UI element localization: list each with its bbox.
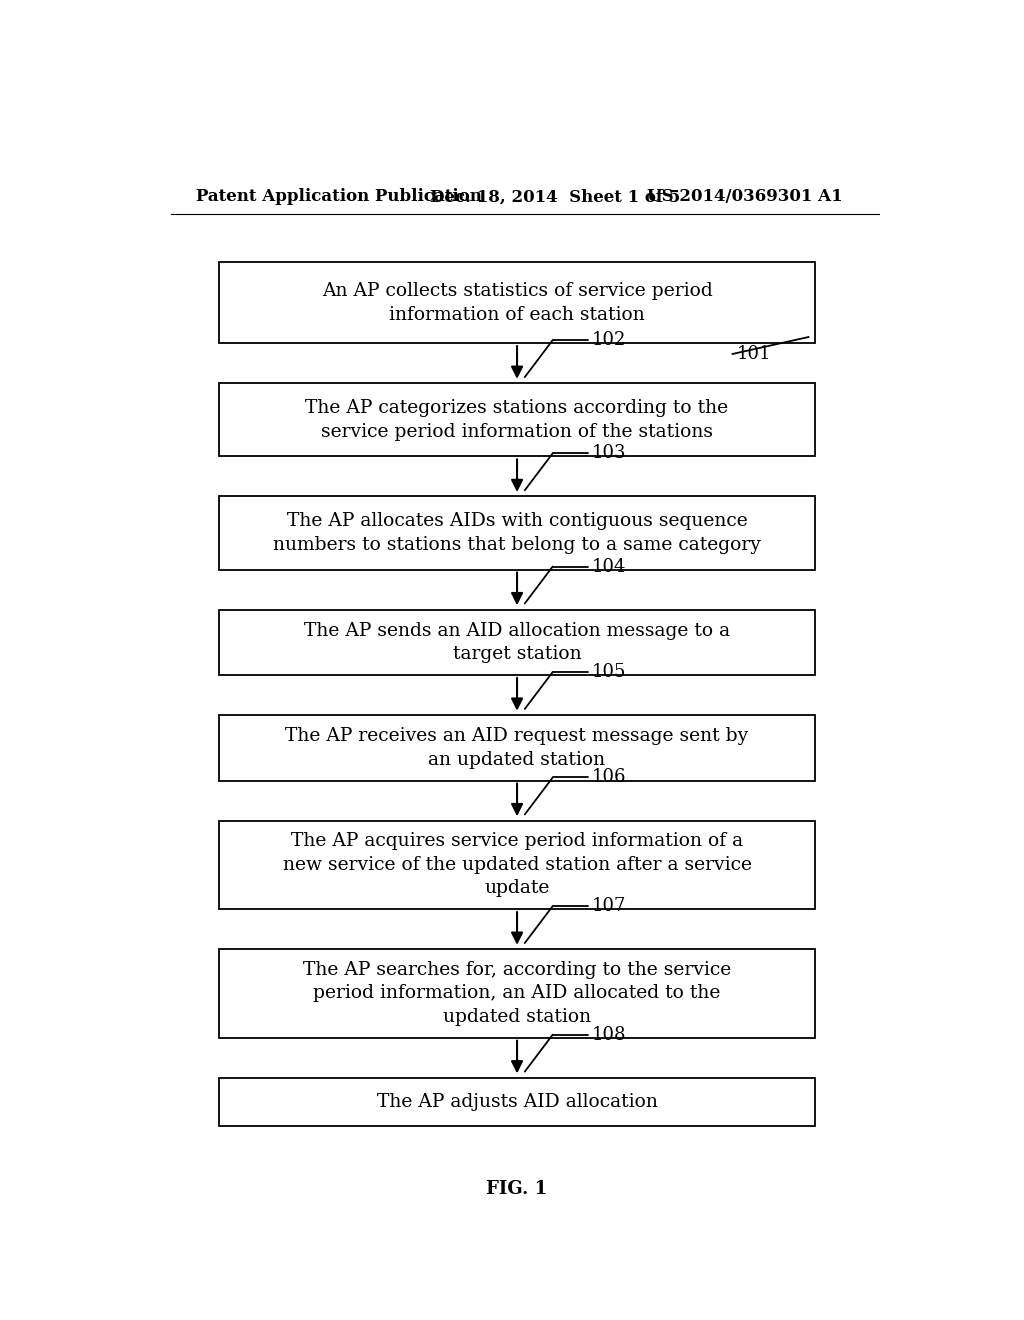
Bar	[219, 821, 815, 909]
Text: The AP searches for, according to the service
period information, an AID allocat: The AP searches for, according to the se…	[303, 961, 731, 1026]
Text: 107: 107	[592, 898, 627, 915]
Text: The AP receives an AID request message sent by
an updated station: The AP receives an AID request message s…	[286, 727, 749, 768]
Text: Patent Application Publication: Patent Application Publication	[197, 189, 482, 206]
Bar	[219, 496, 815, 570]
Text: The AP categorizes stations according to the
service period information of the s: The AP categorizes stations according to…	[305, 399, 729, 441]
Text: US 2014/0369301 A1: US 2014/0369301 A1	[647, 189, 843, 206]
Text: Dec. 18, 2014  Sheet 1 of 5: Dec. 18, 2014 Sheet 1 of 5	[430, 189, 681, 206]
Text: The AP adjusts AID allocation: The AP adjusts AID allocation	[377, 1093, 657, 1110]
Text: The AP sends an AID allocation message to a
target station: The AP sends an AID allocation message t…	[304, 622, 730, 663]
Bar	[219, 949, 815, 1038]
Bar	[219, 715, 815, 780]
Bar	[219, 383, 815, 457]
Bar	[219, 610, 815, 675]
Text: 104: 104	[592, 557, 627, 576]
Bar	[219, 263, 815, 343]
Text: The AP allocates AIDs with contiguous sequence
numbers to stations that belong t: The AP allocates AIDs with contiguous se…	[273, 512, 761, 554]
Text: 106: 106	[592, 768, 627, 787]
Text: 101: 101	[737, 345, 772, 363]
Bar	[219, 1077, 815, 1126]
Text: FIG. 1: FIG. 1	[486, 1180, 548, 1197]
Text: 108: 108	[592, 1026, 627, 1044]
Text: An AP collects statistics of service period
information of each station: An AP collects statistics of service per…	[322, 282, 713, 323]
Text: 105: 105	[592, 663, 627, 681]
Text: 102: 102	[592, 331, 627, 348]
Text: 103: 103	[592, 445, 627, 462]
Text: The AP acquires service period information of a
new service of the updated stati: The AP acquires service period informati…	[283, 833, 752, 898]
